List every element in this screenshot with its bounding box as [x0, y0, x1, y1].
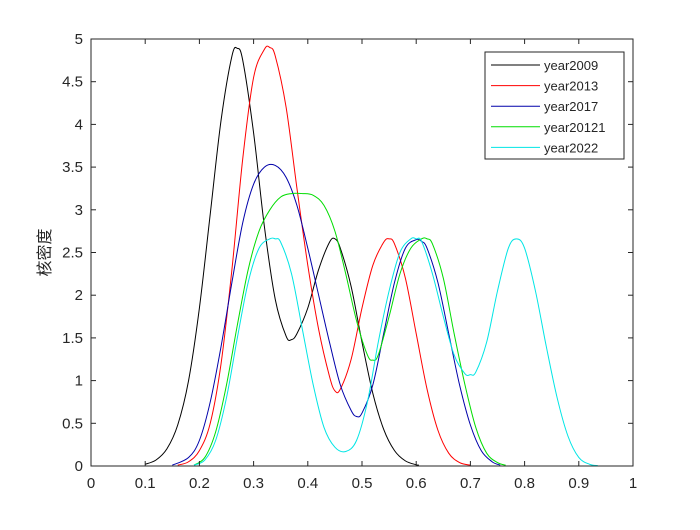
legend-box: [484, 51, 625, 160]
legend-label: year2013: [544, 79, 598, 94]
y-tick-label: 2: [75, 287, 83, 304]
series-line-year2009: [145, 46, 419, 466]
y-tick-label: 1: [75, 373, 83, 390]
legend-label: year2009: [544, 58, 598, 73]
y-tick-label: 5: [75, 31, 83, 48]
y-tick-label: 3: [75, 202, 83, 219]
x-tick-label: 0: [87, 475, 95, 492]
x-tick-label: 0.6: [406, 475, 427, 492]
legend-label: year2022: [544, 140, 598, 155]
y-tick-label: 0.5: [62, 415, 83, 432]
x-tick-label: 0.1: [135, 475, 156, 492]
x-tick-label: 0.4: [297, 475, 318, 492]
x-tick-label: 0.2: [189, 475, 210, 492]
series-line-year2022: [193, 237, 598, 467]
y-tick-label: 2.5: [62, 245, 83, 262]
series-line-year2017: [172, 163, 501, 466]
legend: year2009 year2013 year2017 year20121 year202…: [484, 51, 625, 160]
y-tick-label: 0: [75, 458, 83, 475]
legend-label: year2017: [544, 99, 598, 114]
y-axis-label: 核密度: [35, 228, 54, 276]
y-tick-label: 4.5: [62, 74, 83, 91]
y-axis: 0 0.5 1 1.5 2 2.5 3 3.5 4 4.5 5: [62, 31, 633, 475]
series-line-year2013: [177, 45, 471, 466]
x-tick-label: 0.5: [352, 475, 373, 492]
y-tick-label: 4: [75, 116, 83, 133]
y-tick-label: 3.5: [62, 159, 83, 176]
series-line-year20121: [193, 192, 506, 466]
x-tick-label: 0.8: [514, 475, 535, 492]
series-layer: [145, 45, 598, 467]
x-tick-label: 0.9: [568, 475, 589, 492]
x-tick-label: 1: [629, 475, 637, 492]
x-axis: 0 0.1 0.2 0.3 0.4 0.5 0.6 0.7 0.8 0.9 1: [87, 39, 637, 492]
x-tick-label: 0.7: [460, 475, 481, 492]
y-tick-label: 1.5: [62, 330, 83, 347]
x-tick-label: 0.3: [243, 475, 264, 492]
legend-label: year20121: [544, 120, 605, 135]
